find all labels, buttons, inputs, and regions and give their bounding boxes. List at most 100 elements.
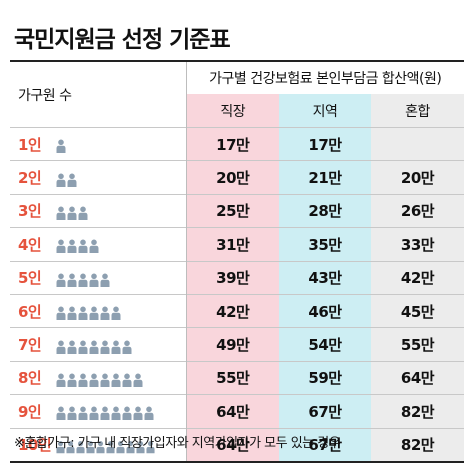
person-icon (96, 440, 105, 454)
table-row: 8인 55만 59만 64만 (10, 360, 464, 395)
household-size-cell: 4인 (10, 227, 187, 262)
value-regional: 28만 (279, 193, 371, 228)
column-header-regional: 지역 (279, 94, 371, 128)
person-icon (111, 340, 121, 354)
person-icon (89, 239, 99, 254)
value-job: 55만 (186, 360, 279, 395)
person-icon (126, 440, 135, 454)
value-mixed (371, 126, 464, 161)
criteria-table: 가구원 수 가구별 건강보험료 본인부담금 합산액(원) 직장 지역 혼합 1인… (10, 60, 464, 463)
value-job: 25만 (186, 193, 279, 228)
person-icon (100, 273, 110, 287)
people-icons (56, 436, 156, 455)
value-regional: 46만 (279, 293, 371, 328)
people-icons (56, 202, 89, 221)
person-icon (56, 440, 65, 454)
value-mixed: 26만 (371, 193, 464, 228)
value-mixed: 82만 (371, 427, 464, 463)
household-size-cell: 5인 (10, 260, 187, 295)
value-mixed: 33만 (371, 227, 464, 262)
person-icon (86, 440, 95, 454)
people-icons (56, 403, 155, 422)
household-size-cell: 10인 (10, 427, 187, 463)
value-mixed: 20만 (371, 160, 464, 195)
person-icon (89, 306, 99, 321)
person-icon (67, 273, 77, 287)
people-icons (56, 369, 144, 388)
household-count: 8인 (18, 369, 42, 388)
value-job: 64만 (186, 394, 279, 429)
people-icons (56, 136, 67, 155)
value-job: 31만 (186, 227, 279, 262)
household-count: 5인 (18, 269, 42, 288)
household-size-cell: 6인 (10, 293, 187, 328)
household-count: 3인 (18, 202, 42, 221)
value-job: 39만 (186, 260, 279, 295)
person-icon (89, 340, 99, 354)
person-icon (67, 239, 77, 254)
person-icon (89, 373, 99, 387)
person-icon (116, 440, 125, 454)
table-row: 4인 31만 35만 33만 (10, 227, 464, 262)
people-icons (56, 269, 111, 288)
premium-group-header: 가구별 건강보험료 본인부담금 합산액(원) (209, 71, 442, 87)
value-mixed: 64만 (371, 360, 464, 395)
person-icon (67, 206, 77, 220)
table-row: 5인 39만 43만 42만 (10, 260, 464, 295)
household-size-cell: 3인 (10, 193, 187, 228)
person-icon (67, 406, 77, 421)
person-icon (78, 206, 88, 220)
footnote: ※혼합가구: 가구 내 직장가입자와 지역가입자가 모두 있는 경우 (14, 436, 341, 451)
value-regional: 21만 (279, 160, 371, 195)
person-icon (111, 406, 121, 421)
household-count: 10인 (18, 436, 52, 455)
person-icon (106, 440, 115, 454)
value-mixed: 55만 (371, 327, 464, 362)
people-icons (56, 303, 122, 322)
person-icon (100, 306, 110, 321)
person-icon (56, 306, 66, 321)
value-job: 42만 (186, 293, 279, 328)
household-size-cell: 9인 (10, 394, 187, 429)
household-count: 9인 (18, 402, 42, 421)
table-row: 3인 25만 28만 26만 (10, 193, 464, 228)
person-icon (56, 139, 66, 154)
household-size-header: 가구원 수 (10, 62, 187, 128)
person-icon (133, 373, 143, 387)
value-regional: 35만 (279, 227, 371, 262)
person-icon (56, 273, 66, 287)
value-mixed: 82만 (371, 394, 464, 429)
person-icon (111, 306, 121, 321)
household-size-cell: 8인 (10, 360, 187, 395)
household-count: 1인 (18, 135, 42, 154)
value-regional: 43만 (279, 260, 371, 295)
page-title: 국민지원금 선정 기준표 (14, 27, 231, 53)
household-count: 4인 (18, 235, 42, 254)
person-icon (133, 406, 143, 421)
household-size-cell: 1인 (10, 126, 187, 161)
person-icon (89, 406, 99, 421)
person-icon (67, 306, 77, 321)
person-icon (66, 440, 75, 454)
value-regional: 67만 (279, 394, 371, 429)
person-icon (76, 440, 85, 454)
household-count: 7인 (18, 336, 42, 355)
person-icon (78, 306, 88, 321)
people-icons (56, 169, 78, 188)
people-icons (56, 336, 133, 355)
people-icons (56, 236, 100, 255)
value-mixed: 45만 (371, 293, 464, 328)
person-icon (67, 340, 77, 354)
person-icon (78, 239, 88, 254)
person-icon (100, 373, 110, 387)
person-icon (136, 440, 145, 454)
household-size-cell: 2인 (10, 160, 187, 195)
person-icon (100, 340, 110, 354)
column-header-mixed: 혼합 (371, 94, 464, 128)
person-icon (111, 373, 121, 387)
person-icon (56, 173, 66, 187)
table-row: 2인 20만 21만 20만 (10, 160, 464, 195)
person-icon (56, 340, 66, 354)
person-icon (144, 406, 154, 421)
person-icon (56, 206, 66, 220)
